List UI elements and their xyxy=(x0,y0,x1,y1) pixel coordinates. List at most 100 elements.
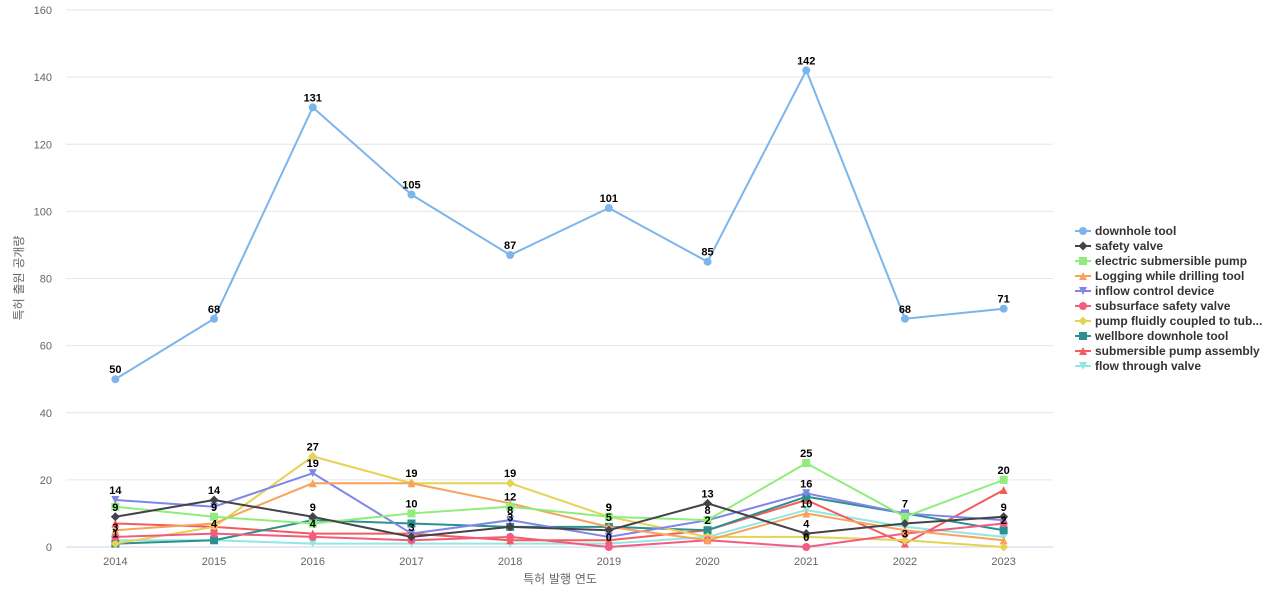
data-point[interactable] xyxy=(407,190,416,199)
data-point[interactable] xyxy=(210,512,219,521)
data-point[interactable] xyxy=(111,496,120,505)
data-point[interactable] xyxy=(110,512,120,522)
data-point[interactable] xyxy=(308,532,317,541)
data-label: 9 xyxy=(1001,502,1007,514)
legend-item[interactable]: wellbore downhole tool xyxy=(1075,329,1228,343)
data-point[interactable] xyxy=(308,479,317,488)
data-point[interactable] xyxy=(703,516,712,525)
data-label: 68 xyxy=(208,304,220,316)
data-point[interactable] xyxy=(999,526,1008,535)
legend-item[interactable]: Logging while drilling tool xyxy=(1075,269,1244,283)
data-label: 10 xyxy=(800,498,812,510)
data-point[interactable] xyxy=(505,522,515,532)
legend-marker[interactable] xyxy=(1079,362,1087,370)
data-point[interactable] xyxy=(210,536,219,545)
legend-marker[interactable] xyxy=(1078,241,1088,251)
data-point[interactable] xyxy=(308,451,318,461)
data-label: 12 xyxy=(504,492,516,504)
data-point[interactable] xyxy=(900,519,910,529)
data-point[interactable] xyxy=(406,532,416,542)
data-point[interactable] xyxy=(999,485,1008,494)
legend-label: downhole tool xyxy=(1095,224,1176,238)
data-point[interactable] xyxy=(209,495,219,505)
data-point[interactable] xyxy=(308,512,318,522)
data-point[interactable] xyxy=(210,529,219,538)
data-point[interactable] xyxy=(802,489,811,498)
data-point[interactable] xyxy=(703,536,712,545)
data-point[interactable] xyxy=(308,519,317,528)
data-point[interactable] xyxy=(802,509,811,518)
data-point[interactable] xyxy=(210,519,219,528)
legend-item[interactable]: pump fluidly coupled to tub... xyxy=(1075,314,1262,328)
data-label: 20 xyxy=(998,465,1010,477)
x-tick-label: 2018 xyxy=(498,556,522,568)
data-point[interactable] xyxy=(802,543,811,551)
data-label: 0 xyxy=(606,532,612,544)
data-point[interactable] xyxy=(604,512,613,521)
legend-marker[interactable] xyxy=(1079,272,1087,280)
legend-item[interactable]: electric submersible pump xyxy=(1075,254,1247,268)
legend-marker[interactable] xyxy=(1079,287,1087,295)
data-label: 27 xyxy=(307,441,319,453)
data-point[interactable] xyxy=(506,251,515,260)
data-point[interactable] xyxy=(999,475,1008,484)
data-point[interactable] xyxy=(308,539,317,548)
legend-marker[interactable] xyxy=(1079,227,1087,235)
legend-item[interactable]: downhole tool xyxy=(1075,224,1176,238)
data-label: 8 xyxy=(507,505,513,517)
legend-item[interactable]: submersible pump assembly xyxy=(1075,344,1260,358)
legend-item[interactable]: subsurface safety valve xyxy=(1075,299,1231,313)
data-point[interactable] xyxy=(506,502,515,511)
data-point[interactable] xyxy=(210,314,219,323)
legend-item[interactable]: safety valve xyxy=(1075,239,1163,253)
data-point[interactable] xyxy=(999,304,1008,313)
data-point[interactable] xyxy=(407,479,416,488)
legend-marker[interactable] xyxy=(1078,316,1088,326)
data-point[interactable] xyxy=(900,535,910,545)
data-point[interactable] xyxy=(999,536,1008,545)
series-downhole-tool xyxy=(111,66,1008,384)
data-point[interactable] xyxy=(111,526,120,535)
data-point[interactable] xyxy=(999,542,1009,552)
data-point[interactable] xyxy=(900,314,909,323)
data-point[interactable] xyxy=(407,519,416,528)
x-tick-label: 2019 xyxy=(597,556,621,568)
data-label: 3 xyxy=(902,529,908,541)
data-point[interactable] xyxy=(210,502,219,511)
data-point[interactable] xyxy=(506,516,515,525)
data-point[interactable] xyxy=(111,375,120,384)
data-point[interactable] xyxy=(801,529,811,539)
data-point[interactable] xyxy=(505,478,515,488)
data-label: 3 xyxy=(112,522,118,534)
data-point[interactable] xyxy=(308,469,317,478)
data-point[interactable] xyxy=(900,512,909,521)
data-point[interactable] xyxy=(703,257,712,266)
legend-marker[interactable] xyxy=(1079,347,1087,355)
data-point[interactable] xyxy=(604,525,614,535)
legend-marker[interactable] xyxy=(1079,302,1087,310)
data-point[interactable] xyxy=(604,532,613,541)
data-label: 105 xyxy=(402,180,420,192)
data-point[interactable] xyxy=(802,66,811,75)
legend-marker[interactable] xyxy=(1079,332,1087,340)
data-point[interactable] xyxy=(111,532,120,541)
legend-item[interactable]: flow through valve xyxy=(1075,359,1201,373)
x-axis-title: 특허 발행 연도 xyxy=(523,571,597,586)
data-point[interactable] xyxy=(900,526,909,535)
data-point[interactable] xyxy=(110,539,120,549)
data-point[interactable] xyxy=(703,526,712,535)
data-point[interactable] xyxy=(111,519,120,528)
data-point[interactable] xyxy=(802,459,811,468)
data-point[interactable] xyxy=(308,103,317,112)
data-point[interactable] xyxy=(407,509,416,518)
legend-marker[interactable] xyxy=(1079,257,1087,265)
legend-item[interactable]: inflow control device xyxy=(1075,284,1215,298)
data-point[interactable] xyxy=(506,532,515,541)
legend-label: inflow control device xyxy=(1095,284,1215,298)
data-point[interactable] xyxy=(703,498,713,508)
data-point[interactable] xyxy=(111,502,120,511)
data-point[interactable] xyxy=(604,204,613,213)
data-point[interactable] xyxy=(999,512,1009,522)
data-point[interactable] xyxy=(604,543,613,551)
